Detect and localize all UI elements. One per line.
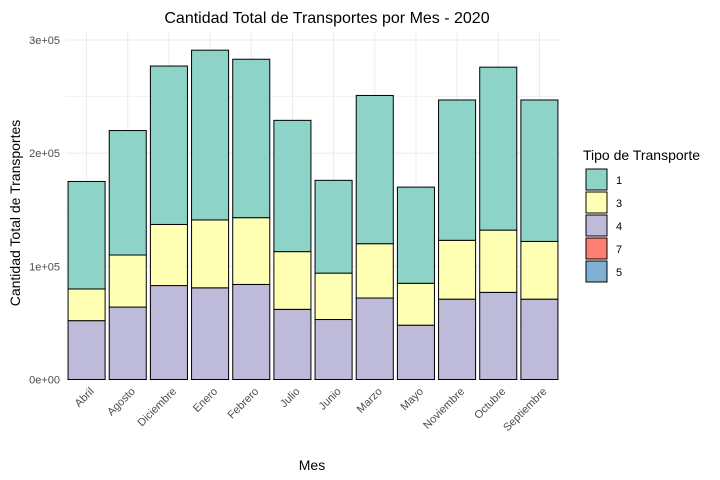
bar-segment-septiembre-tipo-1 [520,99,559,242]
y-axis-title: Cantidad Total de Transportes [7,120,23,307]
bar-segment-octubre-tipo-1 [479,66,518,231]
bar-segment-abril-tipo-3 [67,288,106,322]
legend-key-1 [585,168,608,191]
y-axis-ticks: 0e+00 1e+05 2e+05 3e+05 [29,35,60,387]
legend-title: Tipo de Transporte [583,147,700,163]
bar-segment-junio-tipo-4 [314,319,353,380]
bar-segment-febrero-tipo-1 [232,58,271,219]
bar-segment-mayo-tipo-3 [396,282,435,326]
legend-key-3 [585,191,608,214]
bar-segment-junio-tipo-1 [314,179,353,274]
legend-key-7 [585,237,608,260]
bar-segment-mayo-tipo-1 [396,186,435,284]
bar-segment-abril-tipo-4 [67,320,106,380]
x-tick-label-noviembre: Noviembre [421,386,467,432]
bar-segment-abril-tipo-1 [67,180,106,290]
bar-segment-julio-tipo-1 [273,119,312,253]
bars [67,49,559,381]
bar-segment-enero-tipo-1 [191,49,230,221]
x-tick-label-septiembre: Septiembre [501,386,549,434]
bar-segment-enero-tipo-4 [191,287,230,380]
bar-segment-octubre-tipo-4 [479,291,518,380]
bar-segment-diciembre-tipo-3 [149,223,188,287]
legend-key-4 [585,214,608,237]
y-tick-label: 1e+05 [29,261,60,273]
bar-segment-septiembre-tipo-3 [520,240,559,300]
x-tick-label-enero: Enero [191,386,220,415]
x-tick-label-diciembre: Diciembre [136,386,179,429]
x-tick-label-junio: Junio [317,386,344,413]
legend-label-5: 5 [616,267,622,279]
legend-label-1: 1 [616,175,622,187]
x-tick-label-mayo: Mayo [399,386,427,414]
bar-segment-noviembre-tipo-4 [438,298,477,381]
bar-segment-marzo-tipo-4 [355,297,394,380]
legend-key-5 [585,260,608,283]
bar-segment-noviembre-tipo-3 [438,239,477,300]
bar-segment-marzo-tipo-3 [355,243,394,299]
y-tick-label: 2e+05 [29,148,60,160]
x-tick-label-abril: Abril [73,386,97,410]
bar-segment-febrero-tipo-3 [232,217,271,285]
x-axis-title: Mes [299,457,325,473]
bar-segment-octubre-tipo-3 [479,229,518,293]
bar-segment-enero-tipo-3 [191,219,230,289]
x-tick-label-julio: Julio [278,386,302,410]
bar-segment-junio-tipo-3 [314,272,353,321]
x-tick-label-octubre: Octubre [472,386,508,422]
bar-segment-febrero-tipo-4 [232,283,271,380]
bar-segment-septiembre-tipo-4 [520,298,559,381]
bar-segment-agosto-tipo-4 [108,306,147,380]
bar-segment-agosto-tipo-3 [108,254,147,308]
bar-segment-marzo-tipo-1 [355,94,394,245]
bar-segment-diciembre-tipo-4 [149,285,188,380]
bar-segment-agosto-tipo-1 [108,130,147,256]
legend: Tipo de Transporte 1 3 4 7 5 [583,147,700,283]
x-tick-label-febrero: Febrero [226,386,262,422]
bar-segment-diciembre-tipo-1 [149,65,188,225]
y-tick-label: 3e+05 [29,35,60,47]
y-tick-label: 0e+00 [29,375,60,387]
legend-label-4: 4 [616,221,622,233]
legend-label-3: 3 [616,198,622,210]
bar-segment-mayo-tipo-4 [396,324,435,380]
bar-segment-julio-tipo-4 [273,308,312,380]
chart-title: Cantidad Total de Transportes por Mes - … [164,10,489,27]
legend-label-7: 7 [616,244,622,256]
x-tick-label-agosto: Agosto [105,386,138,419]
bar-segment-julio-tipo-3 [273,251,312,310]
bar-segment-noviembre-tipo-1 [438,99,477,241]
x-tick-label-marzo: Marzo [355,386,385,416]
